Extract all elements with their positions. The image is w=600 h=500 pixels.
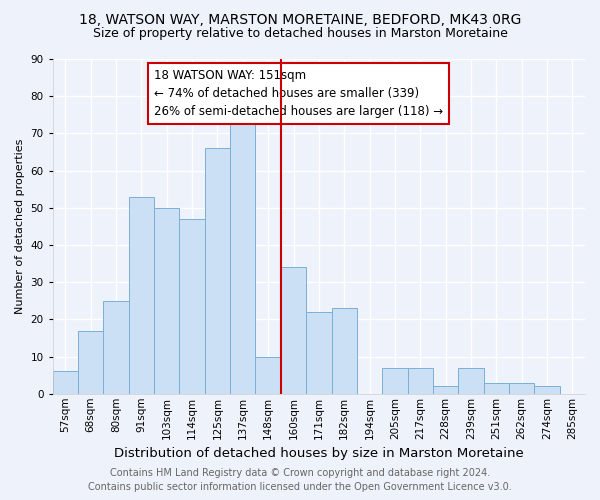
X-axis label: Distribution of detached houses by size in Marston Moretaine: Distribution of detached houses by size … bbox=[114, 447, 524, 460]
Bar bbox=[433, 386, 458, 394]
Bar bbox=[535, 386, 560, 394]
Bar bbox=[458, 368, 484, 394]
Y-axis label: Number of detached properties: Number of detached properties bbox=[15, 138, 25, 314]
Bar bbox=[205, 148, 230, 394]
Bar bbox=[179, 219, 205, 394]
Bar bbox=[129, 196, 154, 394]
Bar bbox=[484, 382, 509, 394]
Bar bbox=[103, 301, 129, 394]
Bar bbox=[78, 330, 103, 394]
Bar bbox=[53, 372, 78, 394]
Bar bbox=[154, 208, 179, 394]
Text: Contains HM Land Registry data © Crown copyright and database right 2024.
Contai: Contains HM Land Registry data © Crown c… bbox=[88, 468, 512, 492]
Bar bbox=[281, 268, 306, 394]
Bar bbox=[256, 356, 281, 394]
Bar bbox=[332, 308, 357, 394]
Text: Size of property relative to detached houses in Marston Moretaine: Size of property relative to detached ho… bbox=[92, 28, 508, 40]
Text: 18, WATSON WAY, MARSTON MORETAINE, BEDFORD, MK43 0RG: 18, WATSON WAY, MARSTON MORETAINE, BEDFO… bbox=[79, 12, 521, 26]
Bar bbox=[230, 115, 256, 394]
Bar bbox=[407, 368, 433, 394]
Bar bbox=[306, 312, 332, 394]
Text: 18 WATSON WAY: 151sqm
← 74% of detached houses are smaller (339)
26% of semi-det: 18 WATSON WAY: 151sqm ← 74% of detached … bbox=[154, 69, 443, 118]
Bar bbox=[382, 368, 407, 394]
Bar bbox=[509, 382, 535, 394]
